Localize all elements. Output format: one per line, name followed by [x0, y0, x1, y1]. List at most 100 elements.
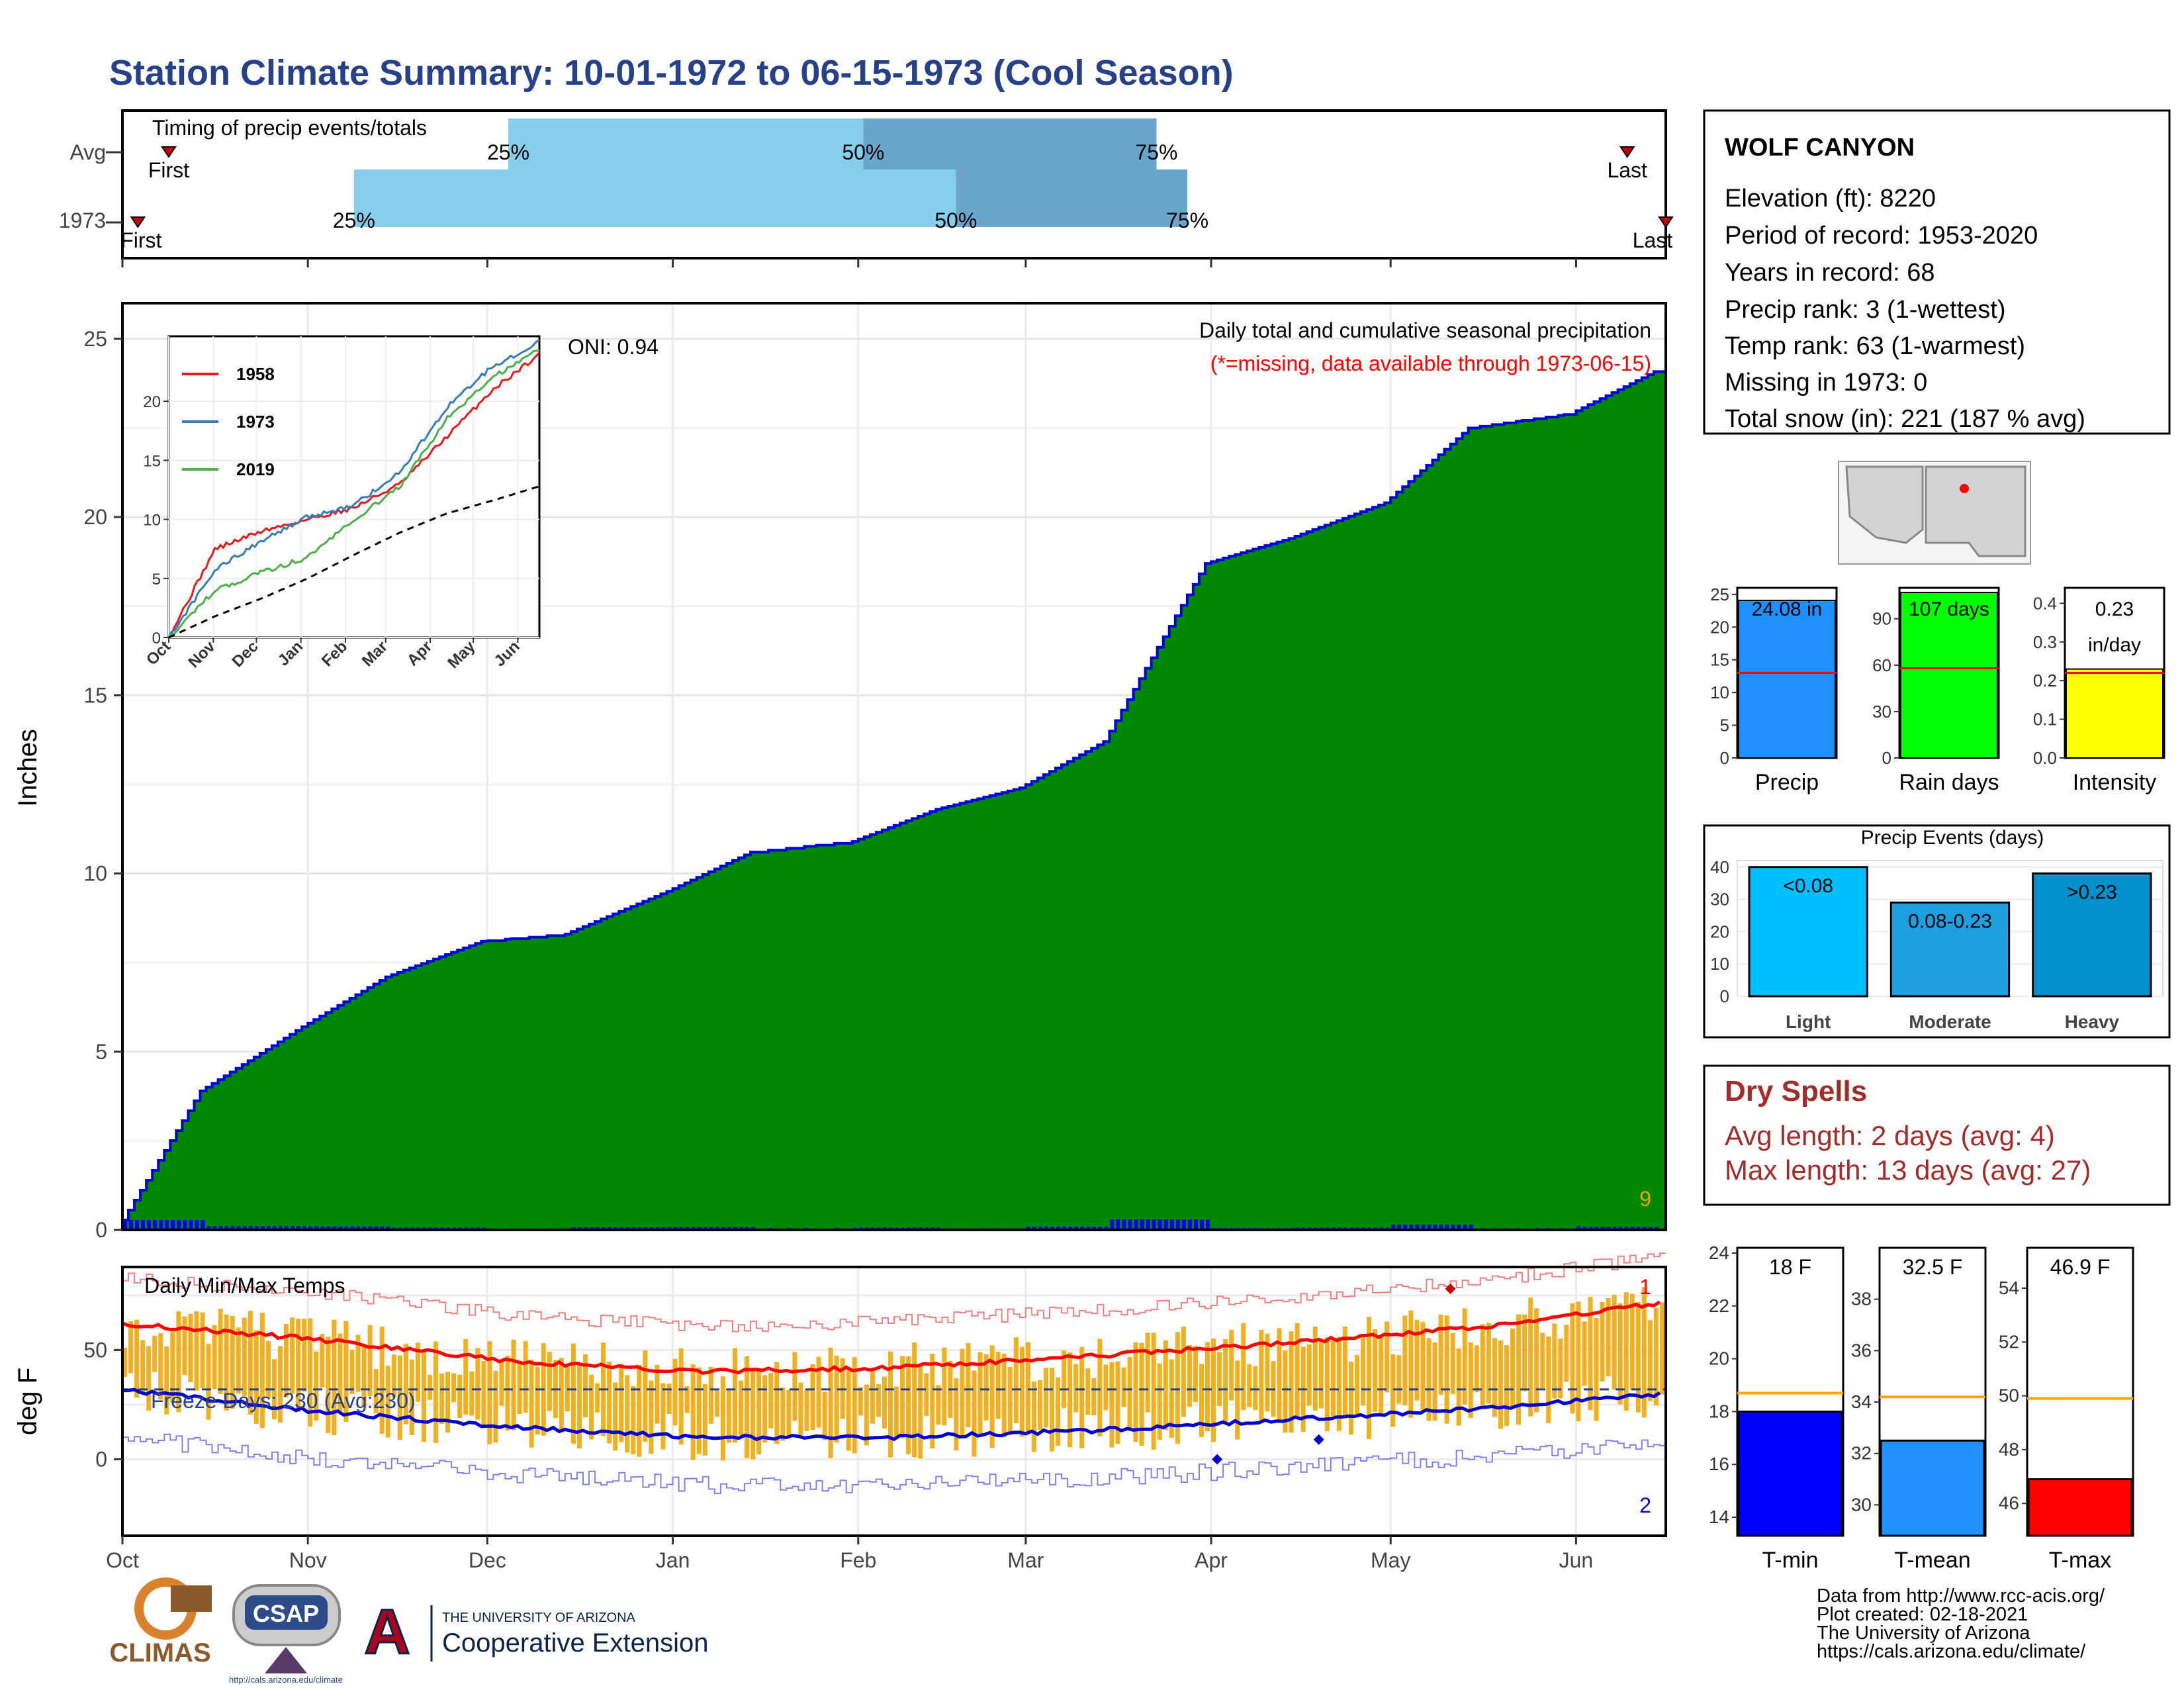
daily-precip-bar	[224, 1226, 229, 1230]
daily-temp-bar	[954, 1378, 959, 1451]
daily-temp-bar	[576, 1364, 582, 1449]
daily-temp-bar	[1629, 1293, 1635, 1390]
daily-temp-bar	[1253, 1366, 1258, 1410]
daily-temp-bar	[1133, 1342, 1138, 1442]
month-label: Dec	[469, 1548, 506, 1572]
last-marker	[1658, 216, 1674, 228]
temp-bar-tick-label: 22	[1709, 1295, 1729, 1316]
daily-temp-bar	[397, 1355, 402, 1440]
daily-precip-bar	[236, 1226, 241, 1230]
daily-temp-bar	[930, 1354, 935, 1449]
inset-y-tick-label: 5	[152, 571, 161, 588]
daily-temp-bar	[517, 1362, 522, 1415]
temp-bar-label: T-mean	[1894, 1548, 1970, 1573]
station-years: Years in record: 68	[1725, 259, 1935, 287]
daily-precip-bar	[1445, 1224, 1449, 1230]
daily-temp-bar	[1085, 1368, 1091, 1415]
daily-precip-bar	[1169, 1219, 1174, 1230]
inset-frame	[167, 335, 541, 639]
precip-mini-bars: 0 5 10 15 20 25 24.08 in Precip 0 30 60 90 107 days R…	[1710, 585, 2165, 795]
daily-temp-bar	[379, 1327, 385, 1434]
daily-temp-bar	[278, 1346, 283, 1423]
temp-bar-tick-label: 20	[1709, 1348, 1729, 1369]
record-high-marker	[1445, 1284, 1456, 1295]
daily-temp-bar	[253, 1330, 259, 1425]
timing-bar-q2	[956, 169, 1188, 227]
daily-temp-bar	[296, 1319, 301, 1413]
daily-precip-bar	[177, 1220, 181, 1230]
daily-temp-bar	[798, 1382, 803, 1438]
daily-temp-bar	[1641, 1287, 1647, 1418]
daily-temp-bar	[1600, 1301, 1605, 1382]
month-label: Jun	[1559, 1548, 1594, 1572]
daily-precip-bar	[1050, 1227, 1055, 1230]
climas-text: CLIMAS	[109, 1638, 210, 1667]
daily-precip-bar	[1588, 1227, 1593, 1230]
mini-bar-value-label: 0.23	[2095, 598, 2134, 620]
new-mexico-shape	[1925, 465, 2026, 557]
daily-temp-bar	[1546, 1336, 1551, 1424]
daily-precip-bar	[1193, 1219, 1198, 1230]
daily-precip-bar	[1026, 1227, 1030, 1230]
daily-temp-bar	[882, 1376, 887, 1429]
precip-y-tick-label: 10	[83, 862, 107, 886]
daily-temp-bar	[361, 1344, 367, 1408]
daily-precip-bar	[266, 1226, 271, 1230]
last-marker	[1619, 146, 1635, 158]
temperature-summary-bars: 14 16 18 20 22 24 18 F T-min 30 32 34 36 38 32.5 F T-m…	[1709, 1243, 2134, 1573]
temp-bar-value-label: 32.5 F	[1903, 1255, 1963, 1279]
daily-temp-bar	[1486, 1323, 1491, 1404]
daily-temp-bar	[1229, 1329, 1234, 1401]
daily-temp-bar	[481, 1360, 486, 1427]
daily-precip-bar	[201, 1220, 205, 1230]
daily-temp-bar	[1336, 1336, 1342, 1431]
mini-bar-tick-label: 30	[1872, 702, 1891, 722]
daily-precip-bar	[135, 1220, 140, 1230]
daily-precip-bar	[1439, 1224, 1443, 1230]
missing-note: (*=missing, data available through 1973-…	[1210, 352, 1651, 375]
mini-bar-value-unit: in/day	[2088, 634, 2141, 656]
mini-bar-tick-label: 20	[1710, 617, 1729, 637]
daily-temp-bar	[349, 1350, 355, 1394]
mini-bar-label: Rain days	[1899, 770, 1999, 795]
daily-temp-bar	[643, 1350, 648, 1442]
daily-temp-bar	[1504, 1345, 1509, 1427]
daily-temp-bar	[212, 1325, 217, 1389]
daily-precip-bar	[206, 1226, 211, 1230]
daily-precip-bar	[368, 1226, 373, 1230]
daily-precip-bar	[332, 1226, 337, 1230]
daily-precip-bar	[685, 1227, 690, 1230]
temp-bar-label: T-min	[1762, 1548, 1819, 1573]
timing-pct-label: 25%	[487, 140, 529, 164]
temp-bar-tick-label: 24	[1709, 1243, 1729, 1263]
dry-max: Max length: 13 days (avg: 27)	[1725, 1154, 2091, 1186]
daily-temp-bar	[637, 1364, 642, 1457]
daily-temp-bar	[1037, 1380, 1042, 1430]
station-elevation: Elevation (ft): 8220	[1725, 185, 1936, 212]
daily-temp-bar	[1582, 1321, 1587, 1386]
daily-precip-bar	[1469, 1224, 1473, 1230]
mini-bar-value	[2066, 668, 2163, 759]
events-bar-moderate	[1889, 901, 2011, 998]
daily-temp-bar	[1635, 1302, 1641, 1413]
daily-temp-bar	[122, 1348, 128, 1378]
daily-temp-bar	[320, 1334, 325, 1388]
daily-temp-bar	[1647, 1320, 1653, 1401]
daily-precip-bar	[1134, 1219, 1138, 1230]
temp-bar-value	[2027, 1478, 2133, 1537]
mini-bar-value	[1738, 599, 1836, 759]
daily-temp-bar	[1396, 1355, 1402, 1404]
daily-temp-bar	[1056, 1377, 1061, 1446]
precip-y-tick-label: 5	[95, 1040, 107, 1064]
daily-temp-bar	[1001, 1354, 1007, 1437]
mini-bar-label: Precip	[1755, 770, 1819, 795]
daily-precip-bar	[739, 1227, 743, 1230]
average-high-line	[122, 1300, 1661, 1375]
daily-temp-bar	[445, 1372, 451, 1433]
daily-precip-bar	[308, 1226, 313, 1230]
daily-precip-bar	[320, 1226, 325, 1230]
daily-temp-bar	[218, 1309, 223, 1395]
daily-precip-bar	[1086, 1227, 1091, 1230]
daily-temp-bar	[1528, 1297, 1533, 1417]
